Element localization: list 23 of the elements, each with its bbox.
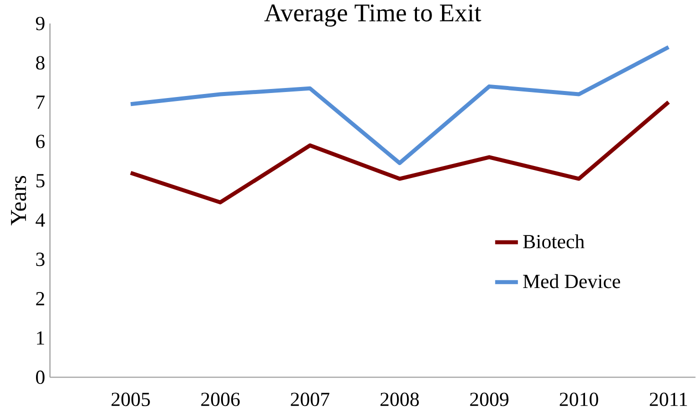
y-tick-label: 2 [36,292,44,306]
y-tick-label: 3 [36,252,44,266]
y-tick-label: 6 [36,134,45,148]
legend-label: Biotech [523,234,584,248]
y-tick-label: 4 [36,213,45,227]
line-series [128,45,671,165]
x-tick-label: 2009 [470,392,508,406]
y-tick-label: 7 [36,96,45,109]
x-tick-label: 2008 [380,392,419,406]
y-axis-title: Years [11,176,26,226]
x-tick-label: 2006 [201,392,240,406]
y-tick-label: 9 [36,16,44,30]
legend-label: Med Device [523,274,620,288]
x-tick-label: 2010 [560,392,598,406]
x-tick-label: 2011 [650,392,687,406]
y-tick-label: 5 [36,174,44,188]
y-tick-label: 1 [37,331,44,344]
x-tick-label: 2007 [290,392,330,406]
y-tick-label: 8 [36,56,45,70]
y-tick-label: 0 [36,370,45,384]
chart-title: Average Time to Exit [264,4,482,27]
x-tick-label: 2005 [112,392,150,406]
line-series [128,100,671,204]
